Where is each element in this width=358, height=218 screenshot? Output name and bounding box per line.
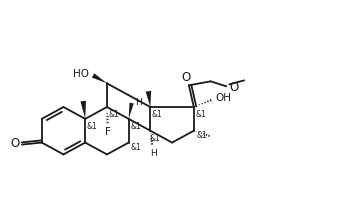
Text: &1: &1 <box>87 122 97 131</box>
Text: F: F <box>105 127 111 137</box>
Text: &1: &1 <box>130 122 141 131</box>
Text: &1: &1 <box>130 143 141 152</box>
Text: &1: &1 <box>196 131 207 140</box>
Text: OH: OH <box>216 93 231 103</box>
Polygon shape <box>81 101 86 119</box>
Text: H: H <box>150 149 157 158</box>
Text: &1: &1 <box>195 111 206 119</box>
Text: O: O <box>230 81 239 94</box>
Polygon shape <box>146 91 151 107</box>
Text: &1: &1 <box>150 134 161 143</box>
Text: &1: &1 <box>108 111 119 119</box>
Polygon shape <box>92 73 107 83</box>
Text: O: O <box>181 71 190 84</box>
Text: O: O <box>10 137 20 150</box>
Polygon shape <box>129 103 134 119</box>
Text: HO: HO <box>73 70 89 79</box>
Text: &1: &1 <box>152 111 163 119</box>
Text: H: H <box>135 98 142 107</box>
